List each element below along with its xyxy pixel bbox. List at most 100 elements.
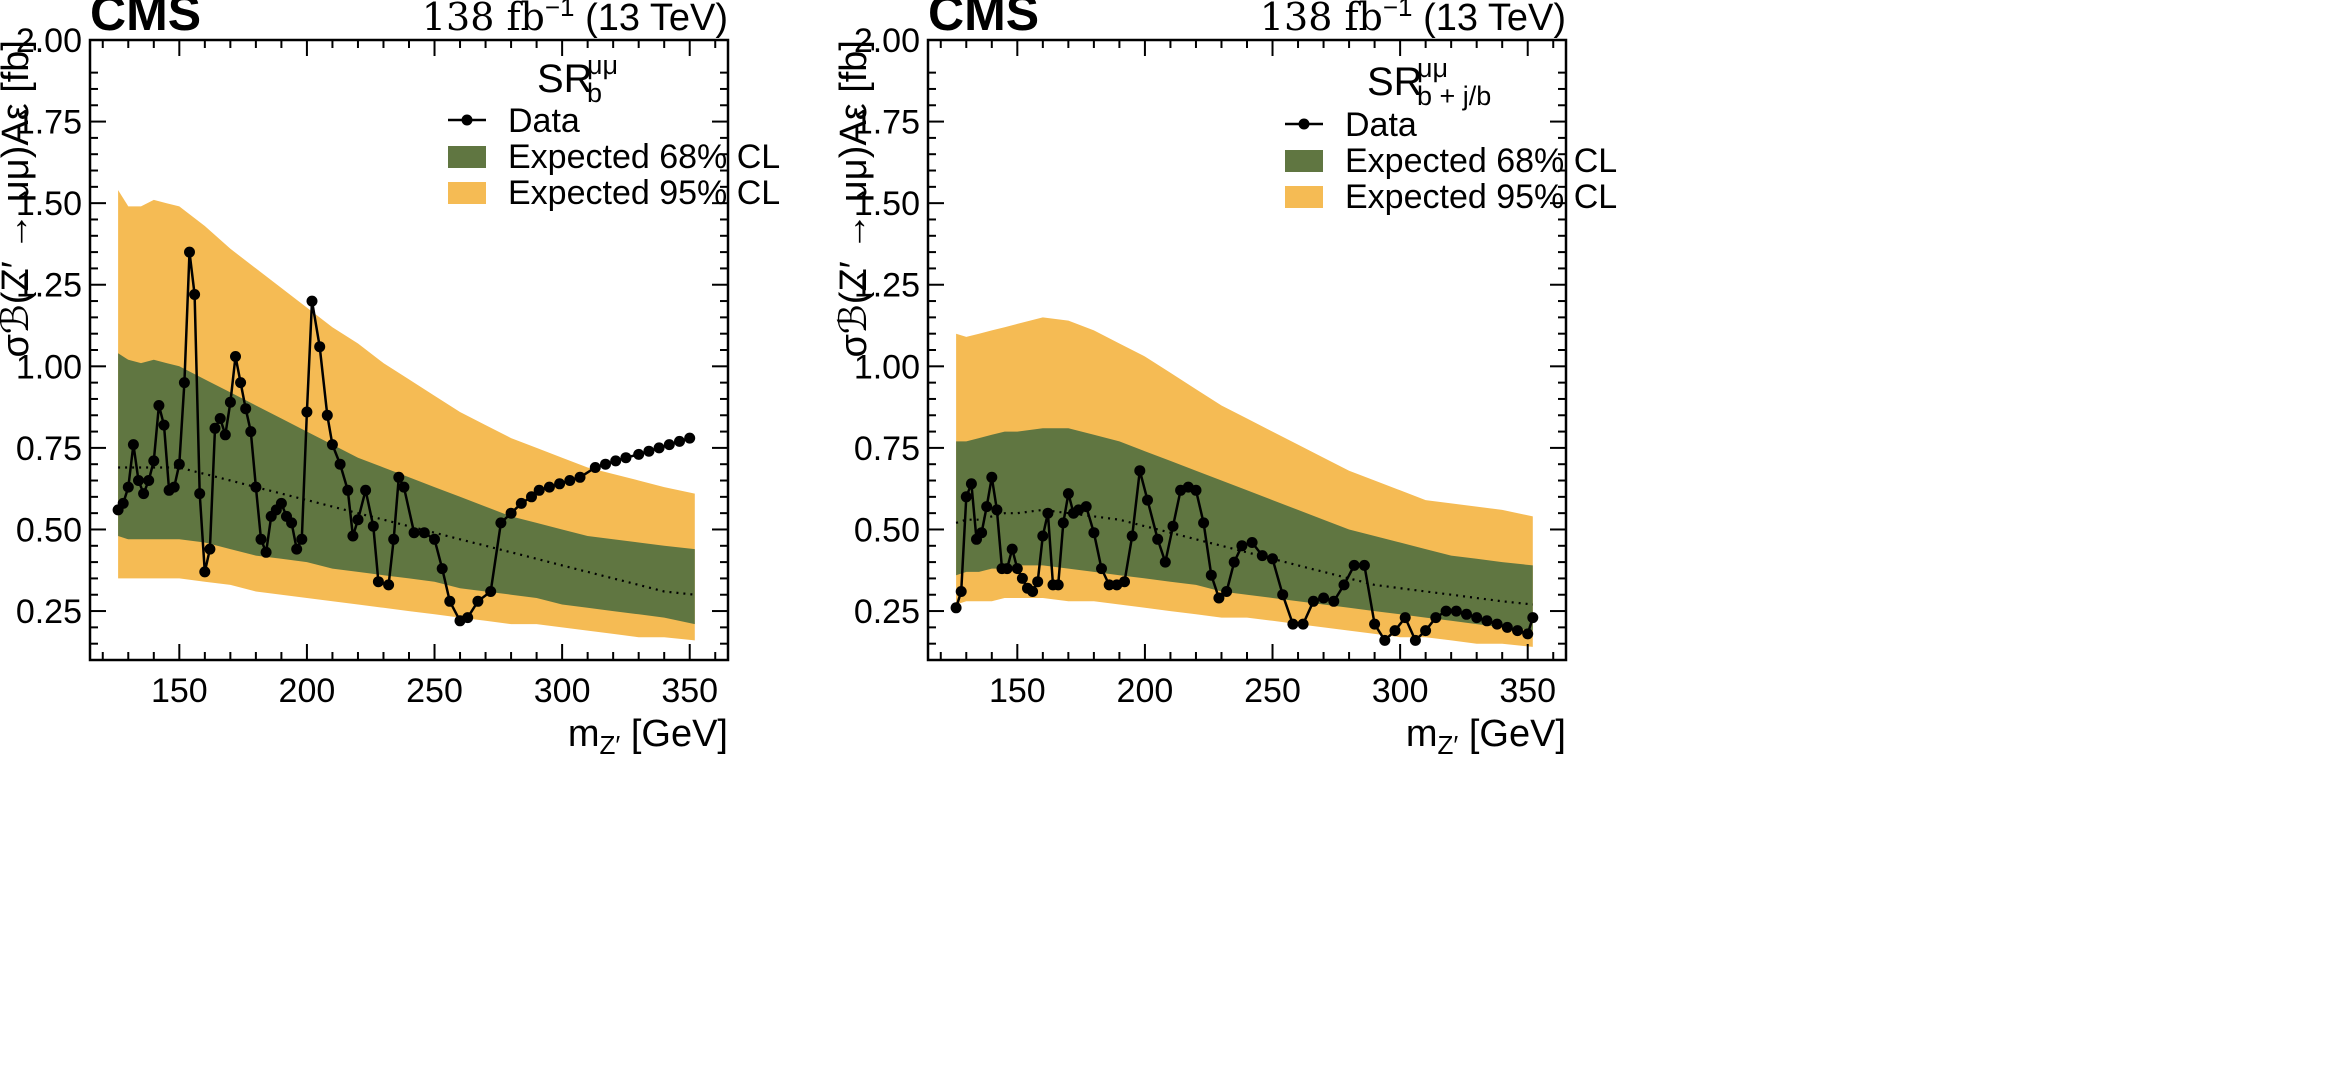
y-tick-label: 1.75 — [16, 104, 82, 142]
data-point — [360, 484, 372, 496]
y-tick-label: 0.50 — [16, 511, 82, 549]
data-point — [214, 413, 226, 424]
x-axis-label: mZ′ [GeV] — [1406, 713, 1566, 760]
data-point — [1501, 621, 1513, 633]
data-point — [1037, 530, 1049, 542]
legend-95-swatch — [1285, 186, 1323, 208]
data-point — [1042, 507, 1054, 519]
plot-area — [950, 317, 1539, 647]
data-point — [1277, 589, 1289, 601]
plot-area — [112, 190, 696, 641]
region-label-sup: μμ — [1417, 53, 1448, 83]
data-point — [1318, 592, 1330, 604]
data-point — [230, 351, 241, 362]
data-point — [352, 514, 364, 526]
x-tick-label: 150 — [151, 672, 208, 710]
data-point — [372, 576, 384, 588]
data-point — [1307, 595, 1319, 607]
data-point — [1198, 517, 1210, 529]
data-point — [1006, 543, 1018, 555]
legend-entry-95: Expected 95% CL — [1345, 178, 1617, 216]
y-tick-label: 1.25 — [854, 267, 920, 305]
data-point — [117, 497, 129, 509]
data-point — [674, 435, 685, 447]
data-point — [143, 475, 155, 486]
data-point — [1358, 559, 1370, 571]
data-point — [485, 586, 497, 597]
data-point — [219, 429, 231, 441]
data-point — [153, 400, 165, 411]
x-tick-label: 350 — [1499, 672, 1556, 710]
data-point — [976, 527, 988, 539]
data-point — [1512, 625, 1523, 637]
y-tick-label: 2.00 — [854, 22, 920, 60]
data-point — [275, 497, 287, 509]
data-point — [1369, 618, 1381, 630]
data-point — [1152, 533, 1164, 545]
data-point — [393, 471, 405, 483]
data-point — [1471, 612, 1483, 624]
expected-median-line — [118, 466, 695, 596]
data-point — [138, 488, 150, 500]
data-point — [515, 497, 527, 509]
data-point — [286, 517, 298, 529]
data-point — [633, 448, 645, 460]
data-point — [1491, 618, 1503, 630]
legend-entry-data: Data — [1345, 106, 1417, 144]
data-point — [1481, 615, 1493, 627]
data-point — [462, 612, 474, 624]
data-point — [1379, 634, 1391, 646]
y-tick-label: 0.75 — [16, 430, 82, 468]
data-point — [1159, 556, 1171, 568]
x-tick-label: 150 — [989, 672, 1046, 710]
data-point — [1461, 608, 1472, 620]
region-label-sub: b + j/b — [1417, 81, 1491, 111]
data-point — [1409, 634, 1421, 646]
data-point — [1032, 576, 1044, 588]
data-point — [986, 471, 998, 483]
data-point — [1228, 556, 1240, 568]
x-tick-label: 250 — [406, 672, 463, 710]
data-point — [173, 458, 185, 470]
x-tick-label: 200 — [1117, 672, 1174, 710]
y-tick-label: 1.00 — [854, 348, 920, 386]
data-point — [1522, 628, 1534, 640]
data-point — [1221, 586, 1233, 597]
expected-68-band — [956, 428, 1533, 631]
y-tick-label: 0.25 — [16, 593, 82, 631]
data-point — [1328, 595, 1340, 607]
data-point — [1016, 572, 1028, 584]
data-point — [168, 481, 180, 493]
data-point — [1236, 540, 1248, 552]
y-tick-label: 2.00 — [16, 22, 82, 60]
data-point — [429, 533, 440, 545]
data-point — [1440, 605, 1452, 617]
chart-panel-1: 150 200 250 300 350 0.25 0.50 0.75 1.00 1.25 1.50 1… — [0, 0, 780, 760]
y-axis-label: σℬ(Z′ → μμ)Aε [fb] — [833, 40, 875, 358]
x-tick-label: 250 — [1244, 672, 1301, 710]
data-point — [133, 475, 144, 486]
data-point — [148, 455, 160, 467]
data-point — [505, 507, 517, 519]
data-point — [194, 488, 206, 500]
y-tick-label: 0.25 — [854, 593, 920, 631]
legend-68-swatch — [448, 146, 486, 168]
data-point — [291, 543, 303, 555]
x-tick-label: 350 — [661, 672, 718, 710]
legend-entry-data: Data — [508, 102, 580, 140]
legend-entry-95: Expected 95% CL — [508, 174, 780, 212]
x-tick-label: 200 — [279, 672, 336, 710]
data-point — [960, 491, 972, 503]
data-point — [245, 426, 257, 438]
y-tick-label: 0.50 — [854, 511, 920, 549]
data-point — [991, 504, 1003, 516]
data-point — [224, 396, 236, 408]
legend-95-swatch — [448, 182, 486, 204]
data-point — [1088, 527, 1100, 539]
x-tick-label: 300 — [534, 672, 591, 710]
region-label-sup: μμ — [587, 50, 618, 80]
y-tick-label: 1.00 — [16, 348, 82, 386]
